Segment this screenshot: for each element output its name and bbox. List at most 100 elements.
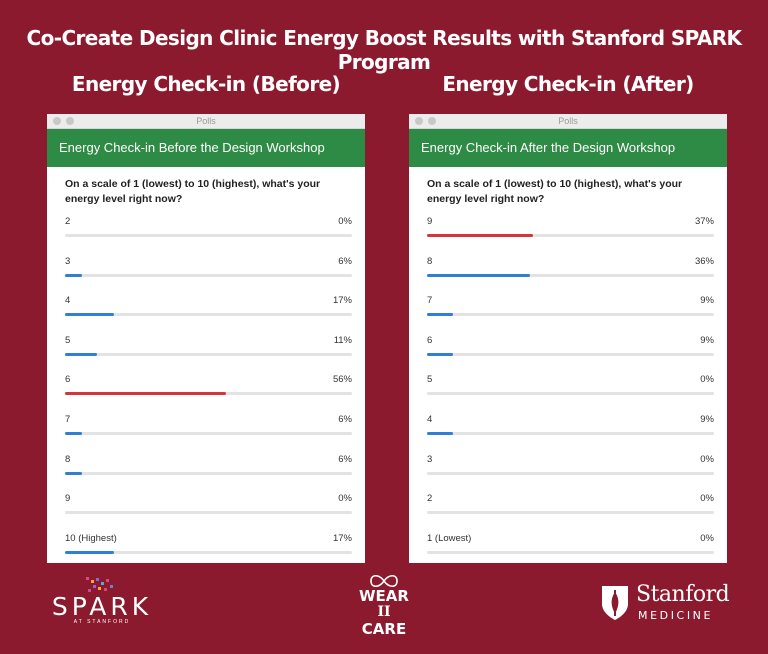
progress-track (427, 511, 714, 515)
progress-fill (65, 273, 83, 277)
window-close-button[interactable] (53, 117, 61, 125)
poll-option-row: 5 11% (47, 333, 365, 373)
progress-track (427, 352, 714, 356)
poll-option-row: 2 0% (47, 214, 365, 254)
option-label: 2 (65, 216, 71, 227)
stanford-shield-icon (602, 586, 628, 620)
medicine-wordmark: MEDICINE (638, 609, 714, 622)
progress-fill (65, 431, 83, 435)
progress-track (65, 511, 352, 515)
option-label: 2 (427, 493, 433, 505)
option-label: 3 (65, 255, 71, 267)
spark-subtitle: AT STANFORD (73, 619, 131, 625)
wear-ii-care-logo: WEAR II CARE (355, 574, 413, 644)
window-title: Polls (558, 116, 578, 126)
option-label: 6 (427, 334, 433, 346)
option-label: 10 (Highest) (65, 532, 117, 544)
option-label: 1 (Lowest) (427, 532, 472, 544)
option-label: 5 (65, 334, 71, 346)
poll-option-row: 9 0% (47, 491, 365, 531)
poll-window-after: Polls Energy Check-in After the Design W… (409, 114, 727, 563)
window-titlebar: Polls (409, 114, 727, 129)
progress-fill (427, 431, 453, 435)
option-percent: 6% (338, 413, 352, 425)
poll-question: On a scale of 1 (lowest) to 10 (highest)… (65, 178, 321, 205)
poll-window-before: Polls Energy Check-in Before the Design … (47, 114, 365, 563)
spark-logo: SPARK AT STANFORD (46, 576, 158, 626)
poll-option-row: 4 17% (47, 293, 365, 333)
option-label: 8 (65, 453, 71, 465)
option-percent: 6% (338, 453, 352, 465)
poll-option-row: 4 9% (409, 412, 727, 452)
infinity-knot-icon (370, 574, 398, 588)
wear-text: WEAR (359, 587, 409, 605)
poll-option-row: 6 56% (47, 372, 365, 412)
option-label: 9 (65, 493, 71, 505)
poll-option-row: 2 0% (409, 491, 727, 531)
poll-option-row: 7 9% (409, 293, 727, 333)
poll-title: Energy Check-in After the Design Worksho… (409, 129, 727, 167)
progress-track (65, 313, 352, 317)
progress-fill (427, 234, 534, 237)
option-label: 7 (427, 295, 433, 307)
poll-option-row: 1 (Lowest) 0% (409, 531, 727, 563)
progress-fill (65, 471, 83, 475)
window-close-button[interactable] (415, 117, 423, 125)
care-text: CARE (361, 620, 407, 638)
option-percent: 17% (332, 532, 352, 544)
progress-track (427, 471, 714, 475)
progress-track (65, 392, 352, 396)
option-label: 4 (427, 413, 433, 425)
option-percent: 0% (338, 216, 352, 227)
progress-fill (427, 352, 453, 356)
progress-fill (427, 273, 531, 277)
option-percent: 17% (332, 295, 352, 307)
option-percent: 9% (700, 295, 714, 307)
poll-option-row: 7 6% (47, 412, 365, 452)
option-percent: 0% (700, 532, 714, 544)
progress-fill (65, 313, 114, 317)
ii-text: II (377, 604, 391, 620)
option-label: 5 (427, 374, 433, 386)
progress-track (427, 234, 714, 237)
option-label: 9 (427, 216, 433, 227)
poll-option-row: 10 (Highest) 17% (47, 531, 365, 563)
poll-option-row: 3 0% (409, 452, 727, 492)
option-label: 4 (65, 295, 71, 307)
stanford-wordmark: Stanford (636, 582, 730, 607)
progress-track (427, 431, 714, 435)
progress-track (427, 550, 714, 554)
option-percent: 37% (694, 216, 714, 227)
option-percent: 9% (700, 334, 714, 346)
window-minimize-button[interactable] (428, 117, 436, 125)
progress-track (65, 273, 352, 277)
option-label: 3 (427, 453, 433, 465)
before-heading: Energy Check-in (Before) (71, 72, 341, 96)
progress-fill (427, 313, 453, 317)
progress-track (427, 313, 714, 317)
option-percent: 36% (694, 255, 714, 267)
spark-wordmark: SPARK (51, 592, 153, 621)
progress-track (65, 431, 352, 435)
progress-track (65, 352, 352, 356)
option-percent: 0% (338, 493, 352, 505)
option-percent: 9% (700, 413, 714, 425)
progress-track (65, 471, 352, 475)
after-heading: Energy Check-in (After) (442, 72, 694, 96)
window-minimize-button[interactable] (66, 117, 74, 125)
progress-track (65, 550, 352, 554)
poll-question: On a scale of 1 (lowest) to 10 (highest)… (427, 178, 683, 205)
progress-fill (65, 352, 97, 356)
option-label: 8 (427, 255, 433, 267)
spark-dots-icon (86, 577, 113, 592)
progress-track (427, 273, 714, 277)
progress-fill (65, 392, 226, 396)
option-percent: 56% (332, 374, 352, 386)
option-label: 6 (65, 374, 71, 386)
option-percent: 11% (333, 334, 352, 346)
poll-option-row: 5 0% (409, 372, 727, 412)
poll-option-row: 8 6% (47, 452, 365, 492)
option-percent: 0% (700, 453, 714, 465)
progress-track (427, 392, 714, 396)
poll-options: 9 37% 8 36% 7 9% 6 9% 5 0% 4 9% 3 0% 2 0% 1 (Lowest) 0% (409, 214, 727, 563)
